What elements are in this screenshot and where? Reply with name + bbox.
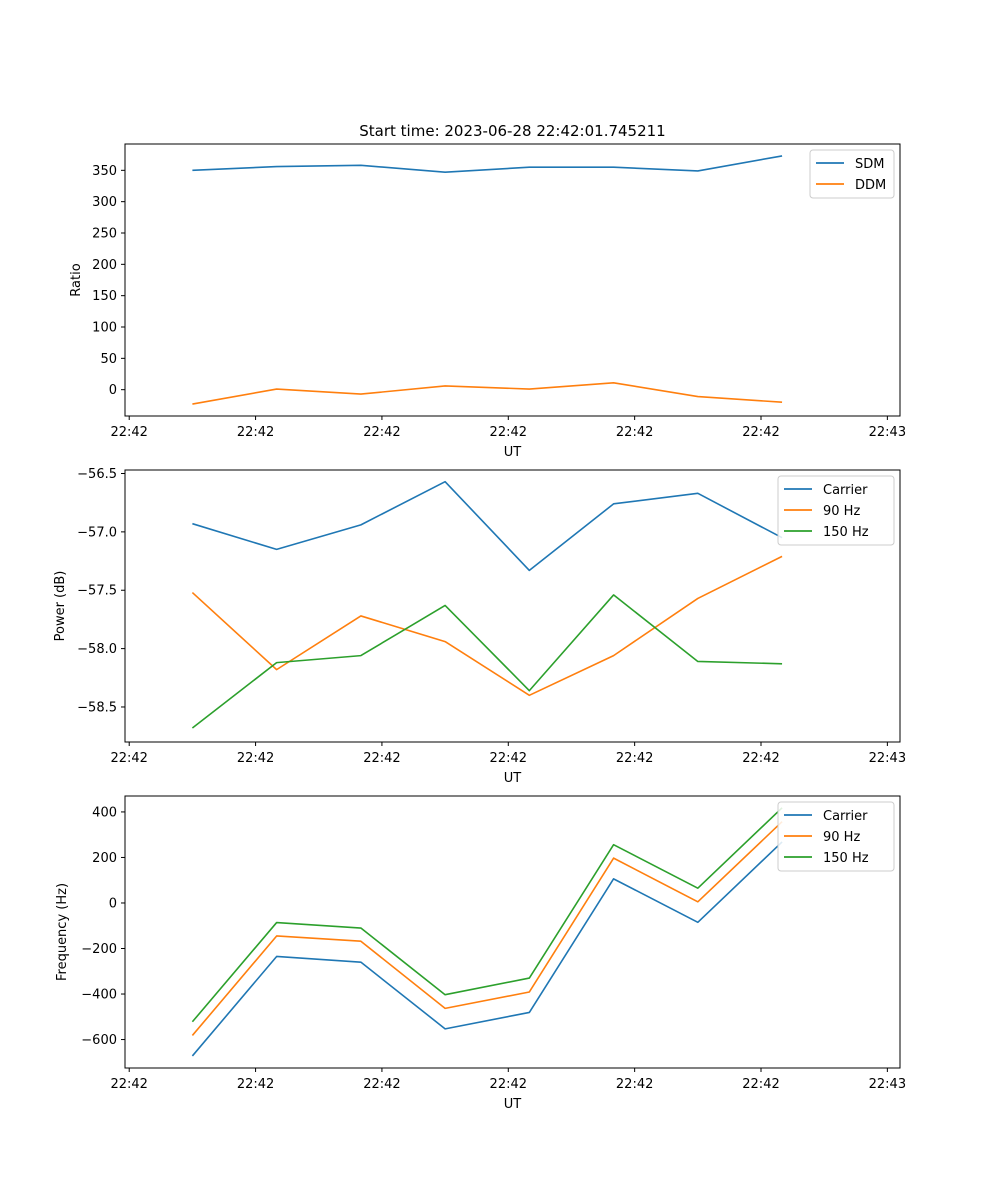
power-x-tick-label: 22:42 — [742, 751, 779, 766]
ratio-y-tick-label: 150 — [92, 289, 117, 304]
frequency-y-tick-label: −200 — [81, 942, 117, 957]
power-y-ticks: −58.5 −58.0 −57.5 −57.0 −56.5 — [77, 467, 125, 715]
frequency-axes-frame — [124, 795, 901, 1069]
frequency-x-tick-label: 22:42 — [616, 1077, 653, 1092]
ratio-legend-label-ddm: DDM — [855, 178, 886, 193]
subplot-ratio: 22:42 22:42 22:42 22:42 22:42 22:42 22:43 0 50 1… — [69, 143, 906, 460]
power-series-carrier-line — [192, 480, 783, 572]
ratio-x-ticks: 22:42 22:42 22:42 22:42 22:42 22:42 22:43 — [110, 416, 906, 440]
ratio-axes-frame — [124, 143, 901, 417]
ratio-x-tick-label: 22:42 — [237, 425, 274, 440]
power-x-ticks: 22:42 22:42 22:42 22:42 22:42 22:42 22:43 — [110, 742, 906, 766]
ratio-y-axis-label: Ratio — [69, 263, 84, 296]
ratio-x-tick-label: 22:43 — [869, 425, 906, 440]
power-x-tick-label: 22:42 — [363, 751, 400, 766]
frequency-y-tick-label: 400 — [92, 805, 117, 820]
frequency-x-tick-label: 22:42 — [237, 1077, 274, 1092]
frequency-x-ticks: 22:42 22:42 22:42 22:42 22:42 22:42 22:43 — [110, 1068, 906, 1092]
ratio-x-tick-label: 22:42 — [110, 425, 147, 440]
power-legend-label-150-hz: 150 Hz — [823, 525, 869, 540]
ratio-legend: SDM DDM — [809, 149, 895, 199]
frequency-y-tick-label: 200 — [92, 851, 117, 866]
power-x-tick-label: 22:42 — [490, 751, 527, 766]
power-x-tick-label: 22:42 — [616, 751, 653, 766]
power-y-tick-label: −58.0 — [77, 642, 117, 657]
frequency-x-axis-label: UT — [504, 1097, 522, 1112]
frequency-y-axis-label: Frequency (Hz) — [55, 883, 70, 981]
frequency-y-tick-label: −400 — [81, 988, 117, 1003]
frequency-legend-label-150-hz: 150 Hz — [823, 851, 869, 866]
figure-title: Start time: 2023-06-28 22:42:01.745211 — [359, 122, 665, 140]
frequency-legend: Carrier 90 Hz 150 Hz — [777, 801, 895, 872]
ratio-y-tick-label: 50 — [100, 352, 117, 367]
ratio-y-tick-label: 100 — [92, 321, 117, 336]
ratio-y-tick-label: 200 — [92, 258, 117, 273]
ratio-x-tick-label: 22:42 — [363, 425, 400, 440]
frequency-series-layer — [191, 807, 783, 1057]
power-x-tick-label: 22:42 — [110, 751, 147, 766]
power-legend-box — [777, 475, 895, 546]
ratio-y-ticks: 0 50 100 150 200 250 300 350 — [92, 164, 125, 398]
power-x-axis-label: UT — [504, 771, 522, 786]
ratio-x-tick-label: 22:42 — [742, 425, 779, 440]
power-y-axis-label: Power (dB) — [53, 571, 68, 642]
ratio-series-ddm-line — [192, 381, 783, 405]
power-legend: Carrier 90 Hz 150 Hz — [777, 475, 895, 546]
frequency-y-tick-label: −600 — [81, 1033, 117, 1048]
frequency-legend-label-carrier: Carrier — [823, 809, 868, 824]
ratio-y-tick-label: 250 — [92, 226, 117, 241]
subplot-power: 22:42 22:42 22:42 22:42 22:42 22:42 22:43 −58.… — [53, 467, 906, 786]
ratio-series-layer — [192, 155, 783, 405]
ratio-legend-label-sdm: SDM — [855, 157, 884, 172]
frequency-x-tick-label: 22:42 — [110, 1077, 147, 1092]
frequency-series-carrier-line — [191, 841, 783, 1057]
frequency-legend-label-90-hz: 90 Hz — [823, 830, 860, 845]
frequency-series-90-hz-line — [191, 821, 783, 1036]
power-y-tick-label: −57.5 — [77, 584, 117, 599]
frequency-x-tick-label: 22:43 — [869, 1077, 906, 1092]
power-x-tick-label: 22:43 — [869, 751, 906, 766]
power-y-tick-label: −58.5 — [77, 700, 117, 715]
power-axes-frame — [124, 469, 901, 743]
power-legend-label-90-hz: 90 Hz — [823, 504, 860, 519]
frequency-y-tick-label: 0 — [109, 896, 117, 911]
frequency-x-tick-label: 22:42 — [490, 1077, 527, 1092]
frequency-x-tick-label: 22:42 — [363, 1077, 400, 1092]
frequency-y-ticks: −600 −400 −200 0 200 400 — [81, 805, 125, 1048]
ratio-series-sdm-line — [192, 155, 783, 174]
ratio-x-axis-label: UT — [504, 445, 522, 460]
power-y-tick-label: −57.0 — [77, 525, 117, 540]
frequency-x-tick-label: 22:42 — [742, 1077, 779, 1092]
ratio-y-tick-label: 350 — [92, 164, 117, 179]
power-series-90-hz-line — [191, 555, 783, 697]
ratio-y-tick-label: 0 — [109, 383, 117, 398]
frequency-series-150-hz-line — [191, 807, 783, 1023]
power-legend-label-carrier: Carrier — [823, 483, 868, 498]
ratio-x-tick-label: 22:42 — [616, 425, 653, 440]
power-x-tick-label: 22:42 — [237, 751, 274, 766]
power-series-150-hz-line — [191, 594, 783, 729]
frequency-legend-box — [777, 801, 895, 872]
power-series-layer — [191, 480, 783, 729]
ratio-legend-box — [809, 149, 895, 199]
ratio-y-tick-label: 300 — [92, 195, 117, 210]
ratio-x-tick-label: 22:42 — [490, 425, 527, 440]
subplot-frequency: 22:42 22:42 22:42 22:42 22:42 22:42 22:43 −600… — [55, 795, 906, 1112]
power-y-tick-label: −56.5 — [77, 467, 117, 482]
